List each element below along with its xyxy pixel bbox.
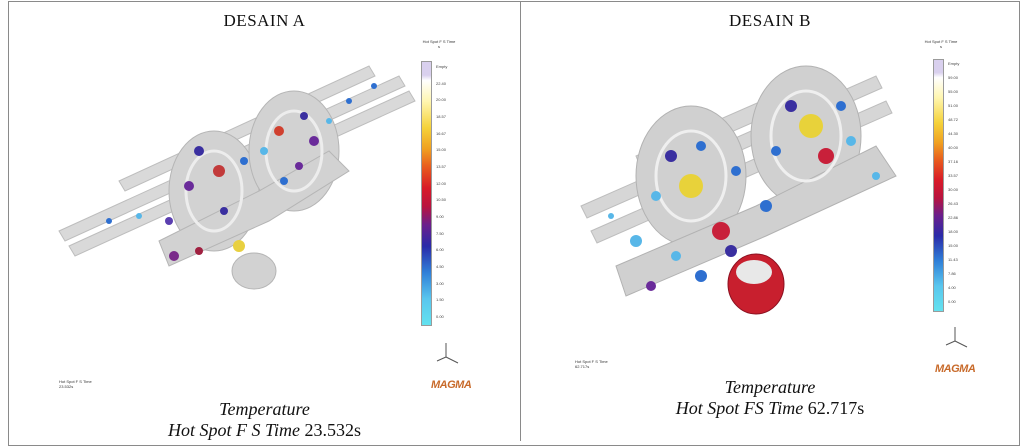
legend-tick: 1.50 [436, 297, 444, 303]
legend-tick: 18.57 [436, 114, 447, 119]
legend-b-title: Hot Spot F S Time s [924, 39, 958, 49]
legend-tick: 6.00 [436, 247, 444, 253]
panel-a-title: DESAIN A [223, 11, 306, 30]
legend-tick: 13.57 [436, 164, 447, 169]
legend-b-colorbar [933, 59, 944, 312]
legend-tick: 44.30 [948, 131, 959, 136]
panel-b-title: DESAIN B [729, 11, 811, 30]
legend-tick: Empty [436, 64, 448, 69]
panel-desain-b: DESAIN B [521, 1, 1019, 441]
time-note-a: Hot Spot F S Time 23.532s [59, 379, 92, 389]
legend-a-title: Hot Spot F S Time s [422, 39, 456, 49]
legend-tick: 7.50 [436, 230, 444, 236]
legend-tick: 33.57 [948, 173, 959, 178]
axis-triad-a-icon [436, 343, 459, 364]
legend-tick: 51.00 [948, 103, 959, 108]
legend-a-colorbar [421, 61, 432, 326]
legend-tick: 3.00 [436, 280, 444, 286]
legend-tick: 26.43 [948, 201, 959, 206]
panel-divider [520, 1, 521, 441]
magma-logo-a: MAGMA [431, 379, 472, 391]
casting-render-a [58, 65, 416, 290]
legend-tick: 9.00 [436, 214, 444, 219]
axis-triad-b-icon [945, 327, 968, 348]
legend-tick: 30.00 [948, 187, 959, 192]
casting-render-b [580, 65, 897, 315]
legend-tick: 18.00 [948, 229, 959, 234]
panel-desain-a: DESAIN A [9, 1, 520, 441]
legend-tick: 10.50 [436, 197, 447, 203]
caption-a: Temperature Hot Spot F S Time 23.532s [167, 399, 362, 440]
legend-tick: 37.16 [948, 159, 959, 164]
caption-b: Temperature Hot Spot FS Time 62.717s [675, 377, 865, 418]
legend-tick: 15.00 [436, 147, 447, 153]
legend-tick: 22.86 [948, 215, 959, 220]
legend-tick: 55.00 [948, 89, 959, 94]
legend-tick: 15.00 [948, 243, 959, 248]
legend-tick: 0.00 [948, 299, 956, 304]
legend-tick: 40.00 [948, 145, 959, 150]
legend-tick: 16.67 [436, 130, 447, 136]
legend-tick: 20.00 [436, 97, 447, 103]
legend-tick: 4.00 [948, 285, 956, 290]
legend-tick: 48.72 [948, 117, 959, 122]
legend-tick: Empty [948, 61, 960, 66]
legend-tick: 12.00 [436, 180, 447, 186]
magma-logo-b: MAGMA [935, 363, 976, 375]
time-note-b: Hot Spot F S Time 62.717s [575, 359, 608, 369]
legend-tick: 22.40 [436, 80, 447, 86]
legend-tick: 59.00 [948, 75, 959, 80]
legend-tick: 0.00 [436, 314, 444, 319]
legend-tick: 11.43 [948, 257, 958, 262]
legend-tick: 4.50 [436, 264, 444, 269]
legend-tick: 7.86 [948, 271, 956, 276]
